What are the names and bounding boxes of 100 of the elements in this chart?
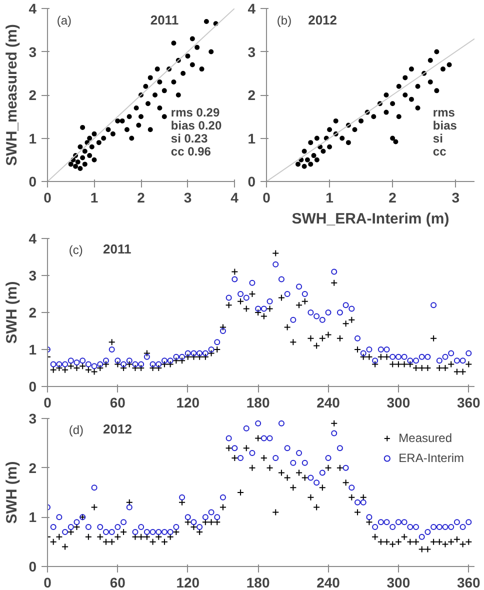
- point: [327, 127, 332, 132]
- y-tick-label: 1: [28, 342, 37, 358]
- point: [440, 66, 446, 72]
- point: [402, 92, 408, 98]
- point: [340, 136, 345, 141]
- point: [384, 110, 389, 115]
- point: [446, 62, 452, 68]
- annotation: 2012: [308, 12, 338, 28]
- point: [327, 144, 332, 150]
- x-tick-label: 4: [230, 190, 239, 206]
- point: [78, 166, 83, 172]
- point: [92, 157, 97, 162]
- annotation: si: [432, 131, 443, 146]
- y-tick-label: 2: [28, 460, 37, 476]
- point: [185, 54, 190, 59]
- point: [396, 84, 402, 89]
- legend-label: Measured: [398, 431, 452, 445]
- x-tick-label: 240: [316, 394, 340, 410]
- point: [129, 136, 134, 141]
- annotation: (d): [68, 422, 84, 437]
- point: [314, 136, 320, 141]
- x-tick-label: 180: [246, 574, 270, 590]
- point: [126, 114, 132, 120]
- y-tick-label: 0: [248, 174, 256, 190]
- point: [346, 140, 351, 146]
- x-axis-title: SWH_ERA-Interim (m): [292, 210, 450, 228]
- point: [143, 84, 148, 89]
- annotation: 2011: [150, 12, 179, 28]
- y-tick-label: 4: [28, 0, 37, 16]
- y-tick-label: 4: [28, 230, 37, 246]
- point: [157, 105, 162, 110]
- point: [302, 164, 307, 169]
- annotation: rms: [432, 105, 456, 120]
- x-tick-label: 300: [386, 574, 410, 590]
- y-tick-label: 2: [28, 304, 37, 320]
- annotation: (b): [276, 14, 292, 28]
- point: [393, 139, 398, 144]
- point: [296, 162, 301, 167]
- point: [87, 153, 92, 158]
- y-tick-label: 1: [28, 130, 37, 146]
- point: [154, 66, 160, 72]
- point: [162, 114, 167, 120]
- point: [110, 131, 116, 136]
- point: [171, 40, 176, 46]
- y-tick-label: 4: [248, 0, 256, 16]
- point: [96, 140, 102, 146]
- point: [120, 118, 125, 124]
- point: [87, 136, 92, 141]
- y-axis-title: SWH (m): [4, 461, 21, 524]
- annotation: cc: [432, 144, 447, 158]
- point: [333, 118, 338, 124]
- x-tick-label: 2: [137, 190, 146, 206]
- point: [124, 127, 130, 132]
- y-tick-label: 0: [28, 174, 37, 190]
- x-tick-label: 0: [262, 190, 271, 206]
- point: [80, 124, 86, 130]
- point: [302, 148, 307, 154]
- y-tick-label: 1: [248, 130, 256, 146]
- point: [146, 101, 151, 106]
- point: [101, 136, 106, 141]
- annotation: si 0.23: [170, 131, 208, 146]
- x-tick-label: 300: [386, 394, 410, 410]
- point: [148, 75, 153, 80]
- point: [408, 66, 414, 72]
- point: [171, 80, 176, 85]
- annotation: 2011: [103, 241, 132, 256]
- y-axis-title: SWH (m): [4, 281, 21, 344]
- annotation: bias: [432, 118, 458, 132]
- point: [73, 164, 78, 169]
- x-tick-label: 360: [456, 394, 481, 410]
- point: [180, 70, 186, 76]
- point: [390, 136, 396, 141]
- point: [402, 75, 408, 80]
- point: [106, 127, 111, 132]
- point: [68, 162, 74, 167]
- y-tick-label: 3: [28, 44, 37, 60]
- point: [75, 160, 80, 165]
- point: [136, 122, 142, 128]
- x-tick-label: 360: [456, 574, 481, 590]
- annotation: cc 0.96: [170, 144, 212, 158]
- y-tick-label: 0: [28, 558, 37, 574]
- y-tick-label: 2: [28, 87, 37, 103]
- point: [311, 153, 316, 158]
- x-tick-label: 180: [246, 394, 270, 410]
- point: [358, 118, 364, 124]
- point: [371, 114, 376, 120]
- point: [308, 162, 314, 167]
- annotation: bias 0.20: [170, 118, 222, 132]
- x-tick-label: 240: [316, 574, 340, 590]
- x-tick-label: 0: [44, 190, 52, 206]
- point: [204, 18, 209, 24]
- x-tick-label: 0: [44, 394, 52, 410]
- point: [157, 80, 162, 85]
- point: [304, 157, 310, 162]
- point: [80, 155, 86, 160]
- annotation: (a): [56, 14, 72, 28]
- point: [434, 49, 440, 54]
- point: [314, 157, 320, 162]
- point: [152, 92, 158, 98]
- point: [428, 58, 433, 63]
